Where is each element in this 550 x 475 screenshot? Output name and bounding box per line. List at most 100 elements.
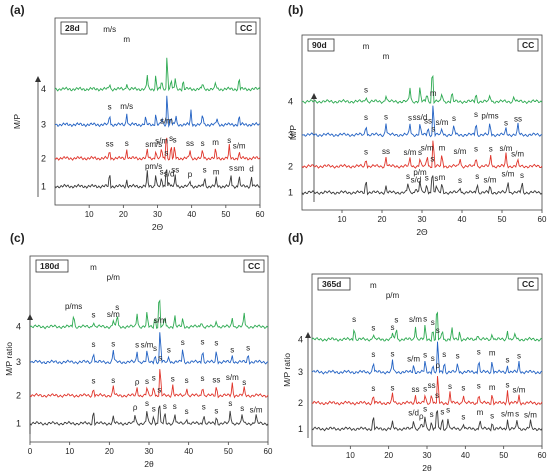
phase-annotation: s/m <box>511 150 524 159</box>
phase-annotation: s <box>364 85 368 94</box>
phase-annotation: s <box>171 375 175 384</box>
age-tag: 28d <box>65 23 80 33</box>
y-axis-arrowhead <box>27 314 33 320</box>
phase-annotation: s <box>202 403 206 412</box>
phase-annotation: s <box>201 139 205 148</box>
phase-annotation: ss <box>186 139 194 148</box>
phase-annotation: s <box>448 382 452 391</box>
phase-annotation: ss/d <box>413 113 428 122</box>
phase-annotation: m/s <box>103 25 116 34</box>
phase-annotation: s <box>152 405 156 414</box>
phase-annotation: s <box>214 406 218 415</box>
phase-annotation: m <box>430 89 437 98</box>
phase-annotation: s <box>418 148 422 157</box>
phase-annotation: s/m <box>501 410 514 419</box>
x-tick-label: 60 <box>256 210 265 219</box>
phase-annotation: ss <box>514 114 522 123</box>
phase-annotation: s <box>145 140 149 149</box>
age-tag-box <box>60 21 88 35</box>
x-tick-label: 20 <box>384 451 393 460</box>
phase-annotation: s/d <box>411 175 422 184</box>
phase-annotation: s <box>152 374 156 383</box>
phase-annotation: s/d <box>408 408 419 417</box>
series-label: 3 <box>298 367 303 377</box>
phase-annotation: s <box>153 344 157 353</box>
series-label: 1 <box>298 424 303 434</box>
phase-annotation: m <box>363 42 370 51</box>
x-tick-label: 50 <box>224 447 233 456</box>
x-tick-label: 10 <box>85 210 94 219</box>
phase-annotation: s <box>371 384 375 393</box>
age-tag-box <box>35 259 69 273</box>
phase-annotation: s <box>391 350 395 359</box>
panel-label: (b) <box>288 3 303 17</box>
panel-label: (c) <box>10 231 25 245</box>
phase-annotation: s <box>446 406 450 415</box>
phase-annotation: s <box>371 323 375 332</box>
x-tick-label: 40 <box>461 451 470 460</box>
phase-annotation: ss <box>424 117 432 126</box>
phase-annotation: s <box>185 376 189 385</box>
phase-annotation: p/m <box>386 291 400 300</box>
phase-annotation: m <box>370 281 377 290</box>
phase-annotation: s <box>108 103 112 112</box>
phase-annotation: s/m <box>421 144 434 153</box>
phase-annotation: s <box>145 399 149 408</box>
phase-annotation: s/m <box>436 118 449 127</box>
series-label: 1 <box>16 418 21 428</box>
phase-annotation: s <box>475 172 479 181</box>
phase-annotation: s <box>163 402 167 411</box>
phase-annotation: s <box>115 303 119 312</box>
phase-annotation: s <box>452 114 456 123</box>
phase-annotation: s <box>352 315 356 324</box>
xrd-series-4 <box>311 311 543 342</box>
series-label: 4 <box>41 84 46 94</box>
age-tag: 90d <box>312 40 327 50</box>
phase-annotation: ss <box>212 375 220 384</box>
phase-annotation: s <box>242 378 246 387</box>
phase-annotation: s/m <box>409 315 422 324</box>
phase-annotation: s <box>364 147 368 156</box>
binder-tag-box <box>243 259 265 273</box>
phase-annotation: s <box>157 385 161 394</box>
phase-annotation: s/m <box>524 411 537 420</box>
x-axis-label: 2θ <box>422 463 432 473</box>
phase-annotation: s <box>91 377 95 386</box>
x-tick-label: 30 <box>145 447 154 456</box>
phase-annotation: s <box>230 346 234 355</box>
x-tick-label: 30 <box>153 210 162 219</box>
phase-annotation: m <box>213 168 220 177</box>
xrd-series-2 <box>311 376 543 406</box>
phase-annotation: s <box>201 374 205 383</box>
series-label: 4 <box>16 322 21 332</box>
phase-annotation: s/m <box>141 340 154 349</box>
xrd-series-3 <box>311 341 543 376</box>
phase-annotation: s <box>458 176 462 185</box>
phase-annotation: s <box>203 166 207 175</box>
xrd-series-3 <box>30 332 269 365</box>
phase-annotation: s <box>423 385 427 394</box>
x-tick-label: 20 <box>378 215 387 224</box>
x-tick-label: 10 <box>338 215 347 224</box>
xrd-series-4 <box>54 57 261 92</box>
phase-annotation: s/m <box>250 405 263 414</box>
y-axis-label: M/P ratio <box>282 353 292 387</box>
phase-annotation: s <box>461 384 465 393</box>
phase-annotation: s <box>371 350 375 359</box>
phase-annotation: m <box>489 383 496 392</box>
y-axis-arrowhead <box>311 93 317 99</box>
phase-annotation: m <box>90 263 97 272</box>
xrd-series-1 <box>301 175 543 196</box>
series-label: 2 <box>298 398 303 408</box>
phase-annotation: ρ <box>135 377 140 386</box>
panel-label: (a) <box>10 3 25 17</box>
phase-annotation: s <box>515 409 519 418</box>
phase-annotation: s <box>173 402 177 411</box>
phase-annotation: ss <box>171 165 179 174</box>
phase-annotation: s/m <box>226 373 239 382</box>
xrd-series-2 <box>301 140 543 169</box>
phase-annotation: ss <box>382 147 390 156</box>
phase-annotation: m <box>439 173 446 182</box>
phase-annotation: s <box>517 352 521 361</box>
phase-annotation: s <box>442 350 446 359</box>
